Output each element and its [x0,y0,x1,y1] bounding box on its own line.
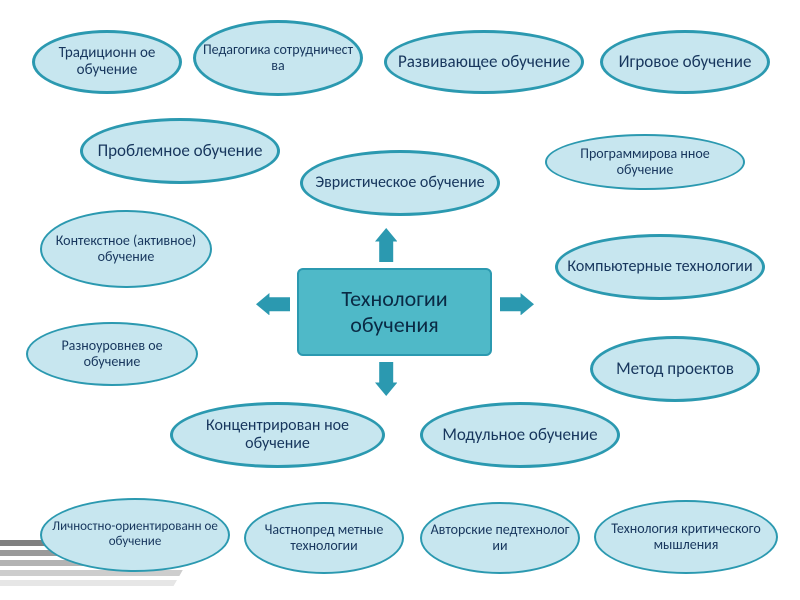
node-label: Компьютерные технологии [561,258,758,276]
node-label: Эвристическое обучение [309,174,490,192]
node-label: Игровое обучение [613,52,758,72]
node-pedagogy: Педагогика сотрудничест ва [193,20,363,96]
arrow-up [375,228,397,262]
node-label: Педагогика сотрудничест ва [196,42,360,74]
node-concentrated: Концентрирован ное обучение [170,402,385,468]
arrow-right [500,293,534,315]
node-computer: Компьютерные технологии [555,234,765,300]
node-multilevel: Разноуровнев ое обучение [26,322,198,386]
node-subject: Частнопред метные технологии [244,502,404,574]
node-label: Проблемное обучение [92,141,269,161]
deco-bar [0,580,177,586]
node-label: Контекстное (активное) обучение [42,233,210,265]
node-label: Традиционн ое обучение [35,45,179,80]
node-projects: Метод проектов [590,336,760,402]
node-label: Развивающее обучение [392,52,576,72]
node-label: Модульное обучение [436,425,603,445]
node-personality: Личностно-ориентированн ое обучение [40,498,230,572]
node-label: Авторские педтехнолог ии [422,522,578,554]
arrow-down [375,362,397,396]
node-label: Концентрирован ное обучение [173,417,382,454]
node-heuristic: Эвристическое обучение [300,150,500,216]
node-traditional: Традиционн ое обучение [32,30,182,94]
node-label: Разноуровнев ое обучение [28,338,196,370]
node-developing: Развивающее обучение [384,30,584,94]
node-label: Личностно-ориентированн ое обучение [42,520,228,550]
center-label: Технологии обучения [299,286,490,339]
node-label: Частнопред метные технологии [246,522,402,554]
node-label: Метод проектов [610,359,740,379]
node-author: Авторские педтехнолог ии [420,502,580,574]
node-problem: Проблемное обучение [80,118,280,184]
node-modular: Модульное обучение [420,402,620,468]
center-node: Технологии обучения [297,268,492,356]
arrow-left [256,293,290,315]
node-context: Контекстное (активное) обучение [40,210,212,288]
node-game: Игровое обучение [600,30,770,94]
node-label: Программирова нное обучение [547,146,743,178]
node-programmed: Программирова нное обучение [545,134,745,190]
node-label: Технология критического мышления [596,521,776,553]
node-critical: Технология критического мышления [594,500,778,574]
diagram-canvas: Технологии обучения Традиционн ое обучен… [0,0,800,600]
